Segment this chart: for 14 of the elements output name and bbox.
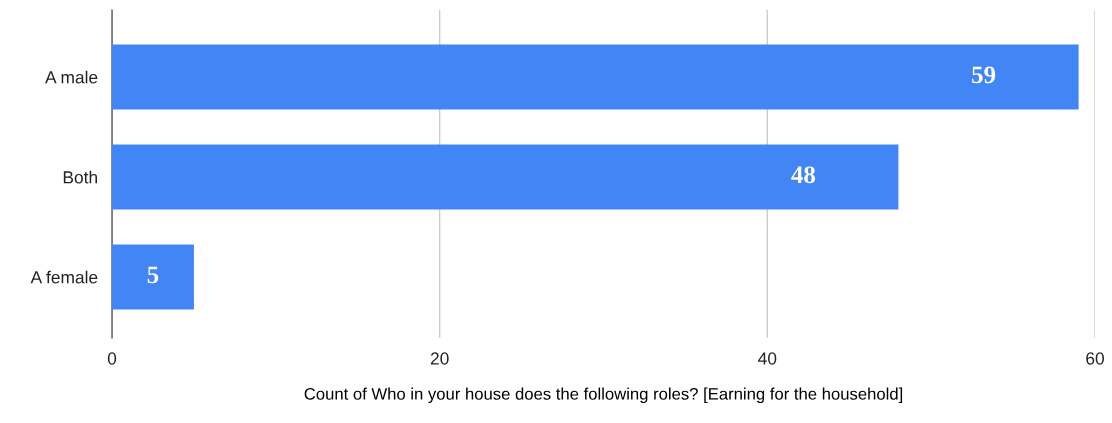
bar [112, 244, 194, 310]
y-tick-label: A female [30, 270, 98, 284]
bar [112, 144, 899, 210]
x-tick-label: 20 [430, 352, 449, 365]
x-tick-label: 60 [1086, 352, 1104, 365]
x-tick-label: 40 [758, 352, 777, 365]
y-tick-label: Both [63, 170, 97, 184]
data-label: 48 [791, 166, 816, 184]
y-tick-label: A male [45, 70, 98, 84]
data-label: 59 [972, 66, 996, 84]
bar [112, 44, 1079, 110]
data-label: 5 [147, 266, 159, 284]
x-axis-title: Count of Who in your house does the following roles? [Earning for the household] [304, 387, 903, 404]
x-tick-label: 0 [107, 352, 117, 365]
